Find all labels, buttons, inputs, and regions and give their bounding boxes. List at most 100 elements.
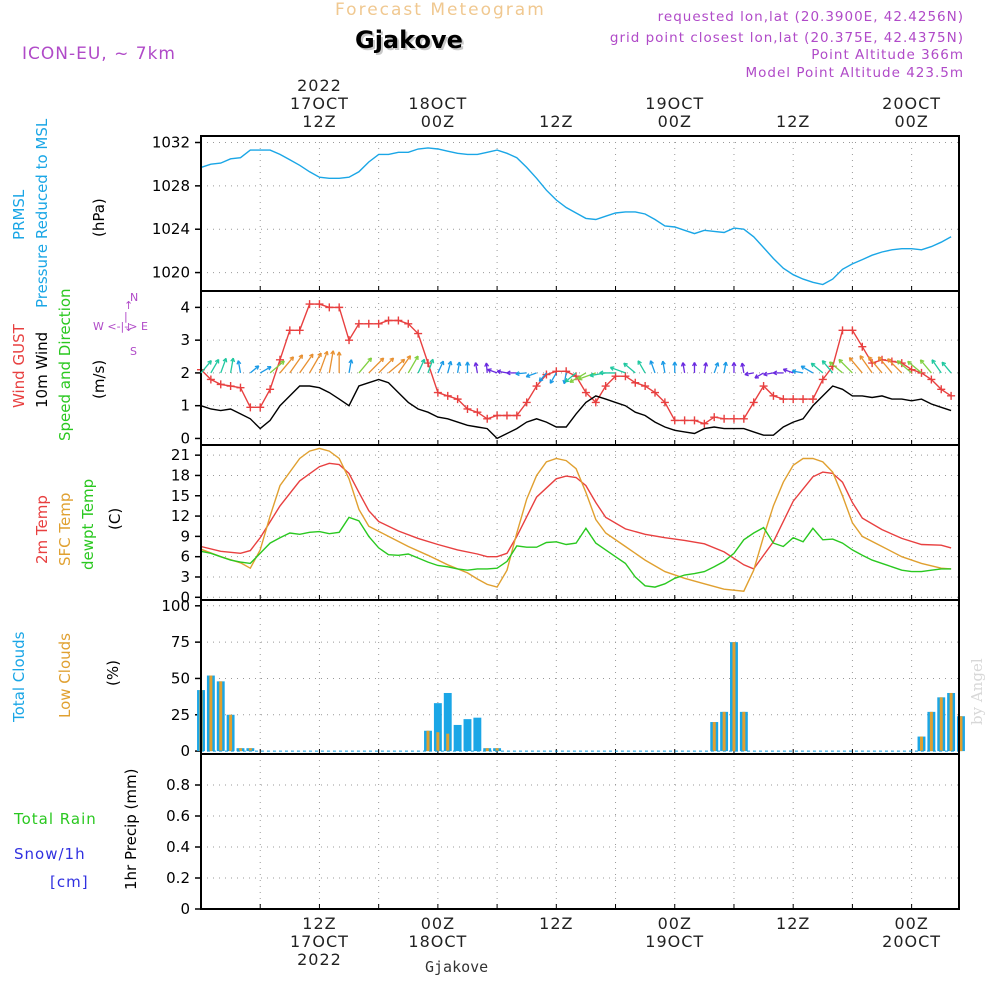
gust-marker [749, 398, 758, 407]
y-tick-label: 0.8 [166, 776, 190, 794]
gust-marker [493, 411, 502, 420]
wind-arrow-head [744, 371, 749, 377]
wind-arrow-head [447, 360, 453, 366]
gust-marker [651, 388, 660, 397]
gust-marker [502, 411, 511, 420]
time-label-line: 00Z [657, 112, 692, 131]
series-line-10m-wind [200, 378, 952, 440]
bar-low-cloud [238, 748, 242, 752]
time-label-line: 20OCT [882, 94, 942, 113]
wind-arrow [563, 372, 567, 384]
wind-arrow [447, 361, 452, 374]
gust-marker [947, 391, 956, 400]
gust-marker [799, 395, 808, 404]
bottom-time-label: 00Z 19OCT [635, 915, 715, 969]
y-tick-label: 21 [171, 446, 190, 464]
wind-arrow-head [931, 359, 936, 364]
wind-arrow [299, 353, 314, 374]
gust-marker [374, 319, 383, 328]
compass-we: W <-|-> E [93, 320, 148, 333]
gust-marker [779, 395, 788, 404]
bar-low-cloud [495, 748, 499, 752]
wind-arrow-head [336, 351, 342, 356]
y-tick-label: 1024 [152, 220, 190, 238]
gust-marker [739, 414, 748, 423]
time-label-line: 12Z [776, 914, 811, 933]
y-tick-label: 3 [180, 568, 190, 586]
gust-marker [433, 388, 442, 397]
wind-arrow [623, 362, 636, 374]
y-tick-label: 6 [180, 548, 190, 566]
point-altitude: Point Altitude 366m [811, 47, 964, 63]
gust-marker [453, 395, 462, 404]
wind-arrow-head [484, 362, 490, 367]
gust-marker [285, 326, 294, 335]
grid-coords: grid point closest lon,lat (20.375E, 42.… [609, 30, 964, 46]
gust-marker [483, 414, 492, 423]
time-label-line: 19OCT [645, 932, 705, 951]
wind-arrow [682, 362, 686, 374]
wind-arrow-head [896, 360, 902, 365]
bottom-time-label: 12Z 17OCT 2022 [279, 915, 359, 969]
wind-arrow [269, 360, 285, 374]
wind-arrow-head [473, 362, 479, 367]
gust-marker [246, 403, 255, 412]
wind-arrow [229, 358, 234, 374]
gust-marker [690, 416, 699, 425]
wind-arrow [713, 362, 719, 374]
compass-s: S [130, 345, 137, 358]
wind-arrow-head [506, 370, 511, 376]
gust-marker [522, 398, 531, 407]
gust-marker [512, 411, 521, 420]
time-label-line: 12Z [539, 914, 574, 933]
location-name: Gjakove [355, 26, 463, 54]
wind-arrow-head [637, 360, 642, 365]
wind-arrow-head [456, 361, 462, 367]
wind-arrow-head [660, 360, 666, 366]
y-tick-label: 25 [171, 706, 190, 724]
gust-marker [601, 382, 610, 391]
time-label-line: 00Z [894, 112, 929, 131]
wind-arrow-head [763, 371, 768, 377]
time-label-line: 17OCT [289, 94, 349, 113]
wind-arrow-head [222, 357, 228, 363]
wind-arrow [497, 370, 508, 374]
wind-arrow [859, 355, 873, 374]
gust-marker [532, 382, 541, 391]
wind-arrow [437, 360, 444, 374]
bar-low-cloud [732, 642, 736, 752]
wind-arrow-head [487, 368, 492, 373]
gust-marker [621, 372, 630, 381]
wind-arrow-head [800, 365, 806, 370]
bar-low-cloud [229, 714, 233, 752]
gust-marker [631, 378, 640, 387]
bar-low-cloud [712, 722, 716, 752]
gust-marker [710, 413, 719, 422]
gust-marker [670, 416, 679, 425]
wind-arrow-head [280, 360, 285, 365]
wind-arrow [487, 368, 498, 374]
bar-low-cloud [209, 675, 213, 752]
bar-low-cloud [929, 711, 933, 752]
gust-marker [216, 380, 225, 389]
wind-arrow-head [877, 356, 883, 361]
y-tick-label: 50 [171, 669, 190, 687]
wind-arrow-head [828, 361, 834, 366]
wind-arrow-head [859, 355, 864, 360]
wind-arrow [662, 360, 666, 374]
wind-arrow [877, 356, 893, 374]
model-name: ICON-EU, ~ 7km [22, 44, 176, 64]
y-tick-label: 0.4 [166, 838, 190, 856]
wind-arrow [526, 372, 537, 378]
wind-arrow [289, 354, 303, 374]
gust-marker [473, 408, 482, 417]
gust-marker [789, 395, 798, 404]
wind-arrow-head [672, 361, 678, 366]
wind-arrow-head [538, 377, 544, 382]
wind-arrow-head [649, 360, 654, 365]
time-label-line: 12Z [539, 112, 574, 131]
time-label-line: 00Z [894, 914, 929, 933]
time-label-line: 12Z [776, 112, 811, 131]
wind-arrow [200, 360, 212, 374]
